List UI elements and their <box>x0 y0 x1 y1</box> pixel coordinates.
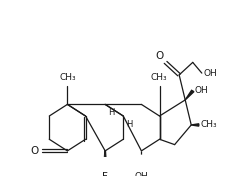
Text: OH: OH <box>135 172 148 176</box>
Text: OH: OH <box>195 86 209 96</box>
Text: OH: OH <box>204 69 218 78</box>
Text: O: O <box>156 51 164 61</box>
Text: H: H <box>109 108 115 117</box>
Text: O: O <box>31 146 39 156</box>
Text: CH₃: CH₃ <box>59 73 76 82</box>
Polygon shape <box>191 124 199 126</box>
Text: CH₃: CH₃ <box>150 73 167 82</box>
Text: F: F <box>102 172 108 176</box>
Text: H: H <box>127 120 133 130</box>
Polygon shape <box>185 90 194 100</box>
Text: CH₃: CH₃ <box>201 120 218 130</box>
